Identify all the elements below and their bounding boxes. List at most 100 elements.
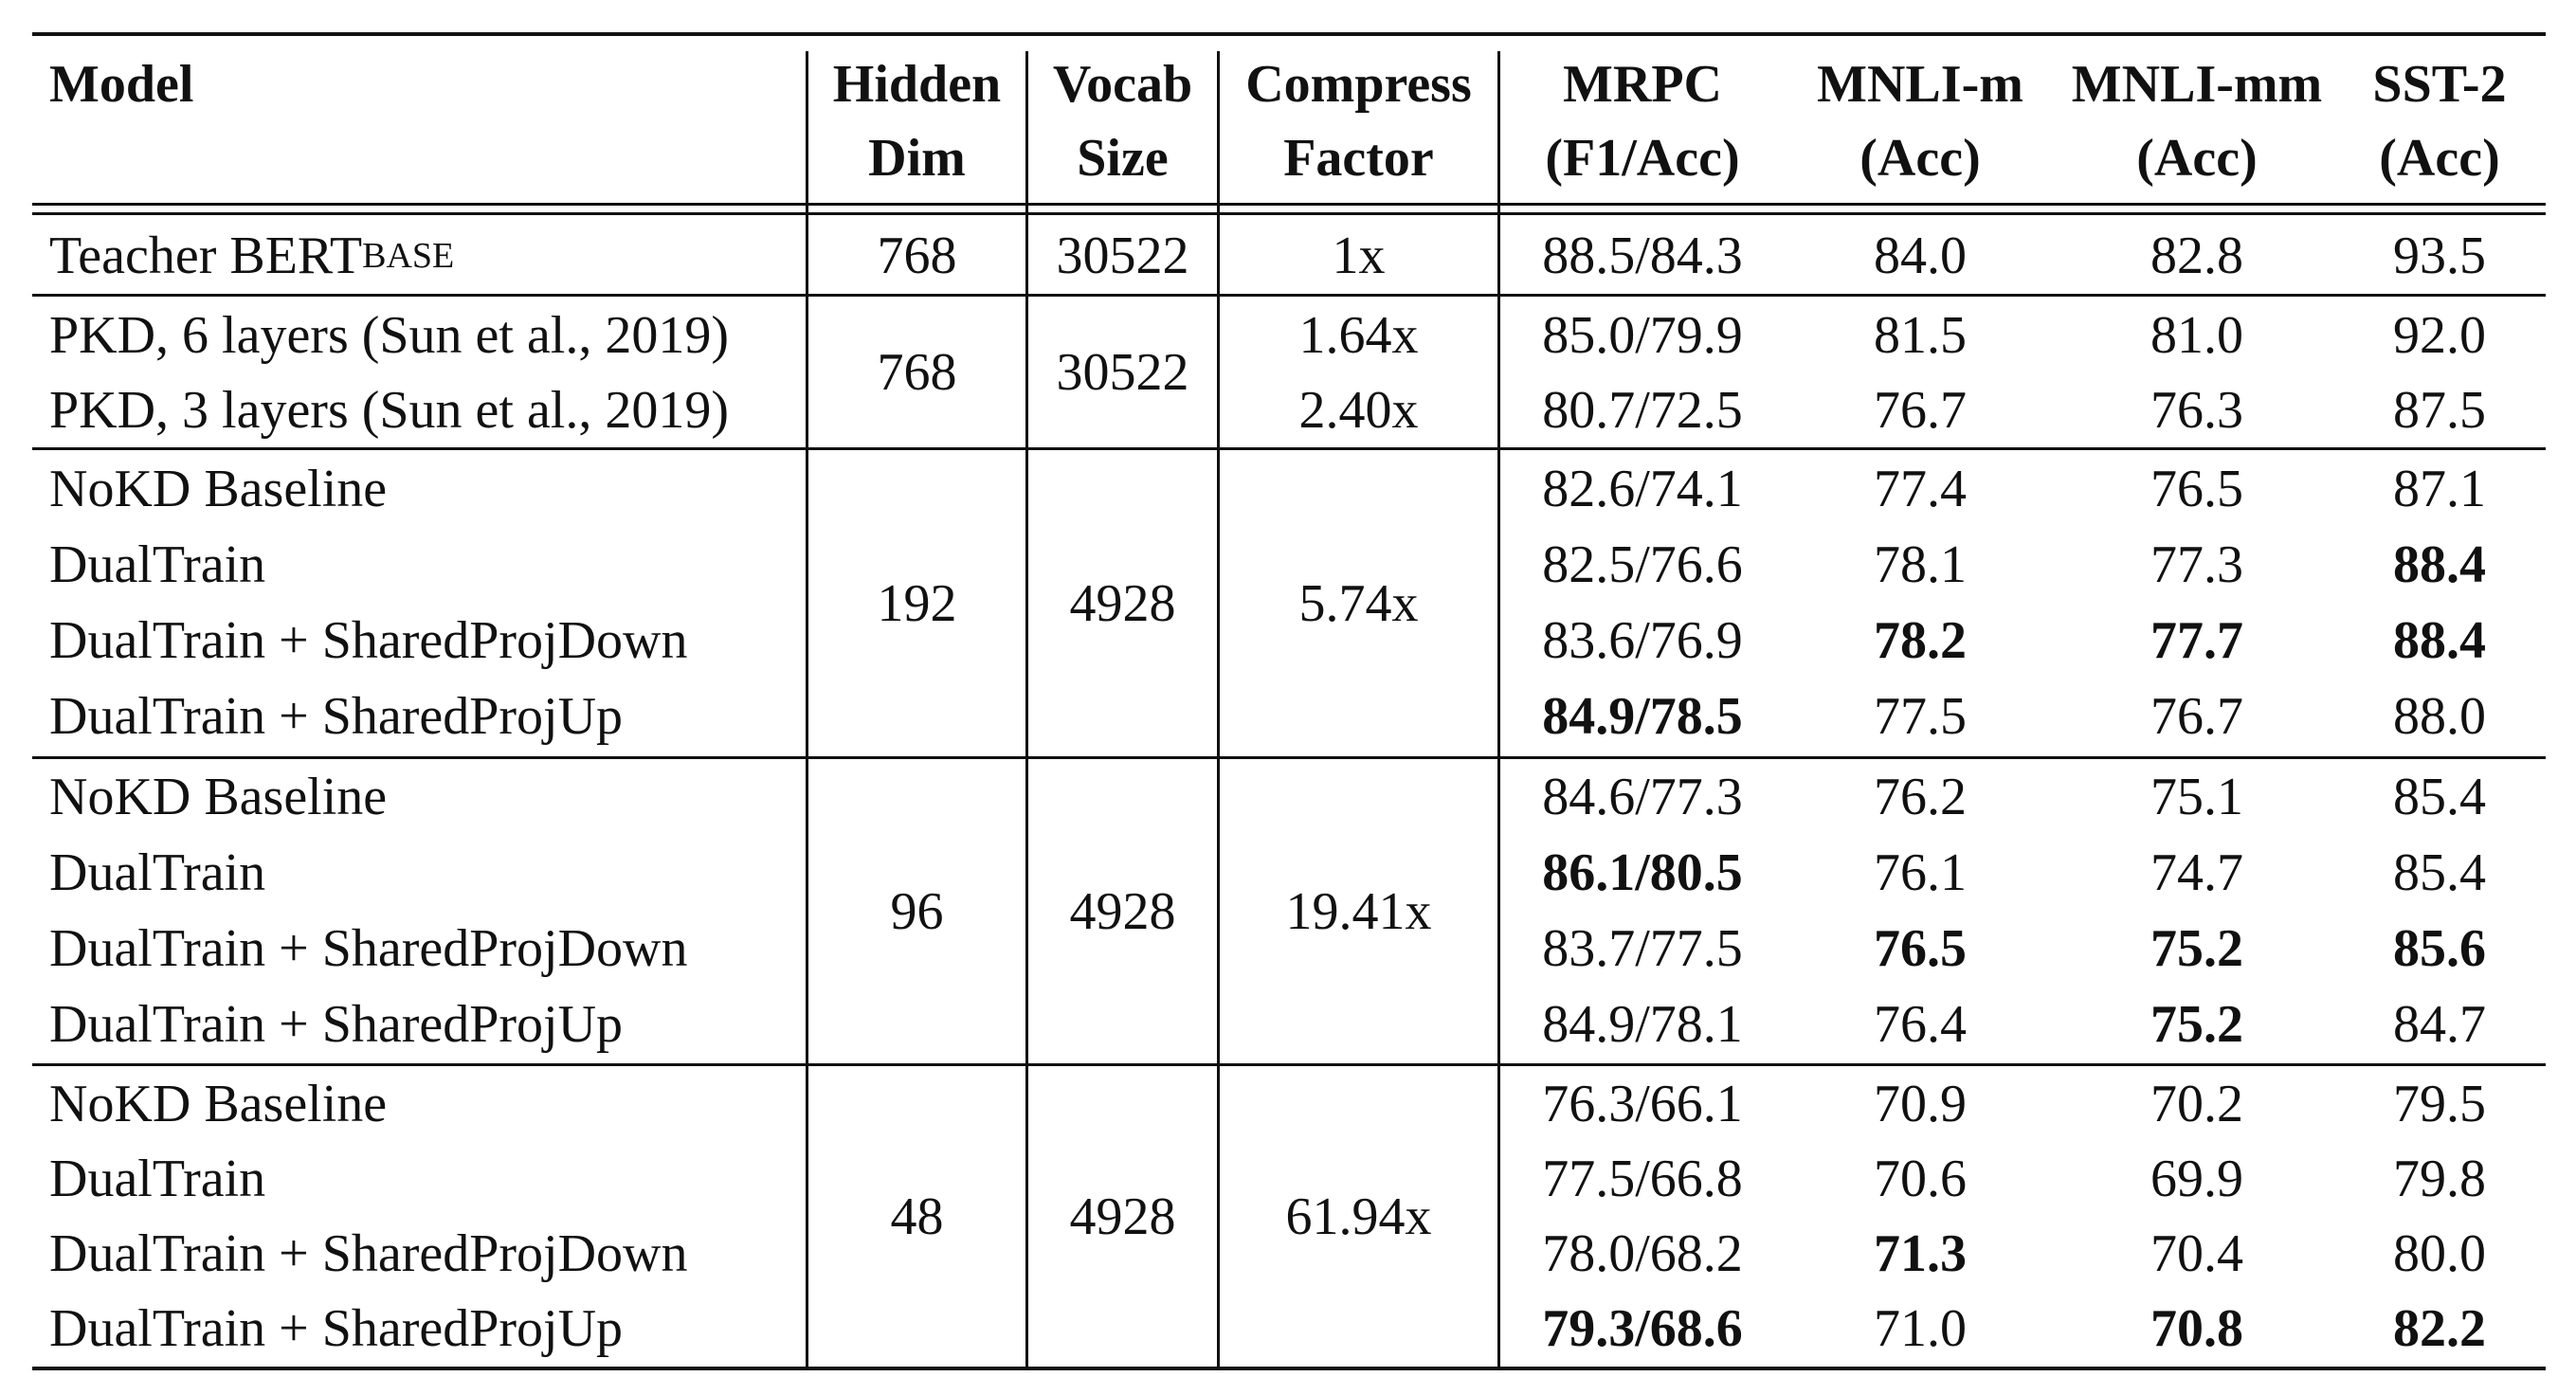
row-sst2: 85.4 xyxy=(2393,843,2486,902)
bottom-rule xyxy=(32,1367,2546,1370)
row-mnli-mm: 70.8 xyxy=(2150,1298,2243,1358)
row-sst2: 88.4 xyxy=(2393,611,2486,670)
row-mnli-m: 76.5 xyxy=(1874,919,1967,978)
row-mrpc: 77.5/66.8 xyxy=(1542,1149,1743,1208)
row-mnli-m: 77.4 xyxy=(1874,460,1967,518)
row-mnli-mm: 77.7 xyxy=(2150,611,2243,670)
pkd-row-mnli-m: 76.7 xyxy=(1874,380,1967,440)
header-hidden-dim: Hidden Dim xyxy=(832,55,1002,188)
row-mnli-m: 71.0 xyxy=(1874,1298,1967,1358)
row-mrpc: 84.9/78.5 xyxy=(1542,687,1743,746)
teacher-mrpc: 88.5/84.3 xyxy=(1542,226,1743,285)
teacher-hidden-dim: 768 xyxy=(877,226,957,285)
pkd-row-mnli-m: 81.5 xyxy=(1874,305,1967,365)
row-sst2: 87.1 xyxy=(2393,460,2486,518)
pkd-hidden-dim: 768 xyxy=(877,343,957,402)
pkd-row-compress-factor: 1.64x xyxy=(1298,305,1419,365)
group-vocab-size: 4928 xyxy=(1069,1187,1176,1246)
row-mnli-mm: 70.2 xyxy=(2150,1074,2243,1133)
row-model: DualTrain + SharedProjUp xyxy=(49,995,624,1054)
row-sst2: 85.6 xyxy=(2393,919,2486,978)
row-mrpc: 82.5/76.6 xyxy=(1542,535,1743,594)
row-model: NoKD Baseline xyxy=(49,460,388,518)
header-rule-2 xyxy=(32,212,2546,215)
row-mnli-mm: 76.5 xyxy=(2150,460,2243,518)
vline-vocab xyxy=(1217,51,1220,1368)
row-model: DualTrain + SharedProjDown xyxy=(49,919,688,978)
teacher-sst2: 93.5 xyxy=(2393,226,2486,285)
teacher-compress-factor: 1x xyxy=(1332,226,1386,285)
teacher-vocab-size: 30522 xyxy=(1056,226,1189,285)
teacher-mnli-m: 84.0 xyxy=(1874,226,1967,285)
row-mnli-mm: 77.3 xyxy=(2150,535,2243,594)
pkd-vocab-size: 30522 xyxy=(1056,343,1189,402)
row-model: DualTrain + SharedProjUp xyxy=(49,1298,624,1358)
row-mnli-mm: 75.2 xyxy=(2150,919,2243,978)
header-vocab-size: Vocab Size xyxy=(1052,55,1193,188)
row-sst2: 88.4 xyxy=(2393,535,2486,594)
row-model: DualTrain + SharedProjUp xyxy=(49,687,624,746)
row-mnli-m: 76.2 xyxy=(1874,768,1967,826)
row-mnli-m: 71.3 xyxy=(1874,1223,1967,1283)
row-mnli-mm: 74.7 xyxy=(2150,843,2243,902)
teacher-model: Teacher BERT BASE xyxy=(49,226,455,285)
header-mnli-mm: MNLI-mm (Acc) xyxy=(2071,55,2323,188)
row-mrpc: 79.3/68.6 xyxy=(1542,1298,1743,1358)
row-mrpc: 84.6/77.3 xyxy=(1542,768,1743,826)
row-mnli-mm: 75.1 xyxy=(2150,768,2243,826)
row-sst2: 82.2 xyxy=(2393,1298,2486,1358)
group-vocab-size: 4928 xyxy=(1069,881,1176,941)
row-sst2: 80.0 xyxy=(2393,1223,2486,1283)
group-vocab-size: 4928 xyxy=(1069,574,1176,633)
row-model: DualTrain xyxy=(49,535,266,594)
pkd-row-mrpc: 80.7/72.5 xyxy=(1542,380,1743,440)
group-192-rule xyxy=(32,756,2546,759)
header-rule-1 xyxy=(32,203,2546,206)
group-hidden-dim: 192 xyxy=(877,574,957,633)
header-model: Model xyxy=(49,55,194,114)
row-model: DualTrain + SharedProjDown xyxy=(49,611,688,670)
header-mnli-m: MNLI-m (Acc) xyxy=(1817,55,2023,188)
group-96-rule xyxy=(32,1063,2546,1066)
row-model: NoKD Baseline xyxy=(49,768,388,826)
row-sst2: 79.5 xyxy=(2393,1074,2486,1133)
row-mrpc: 82.6/74.1 xyxy=(1542,460,1743,518)
row-model: NoKD Baseline xyxy=(49,1074,388,1133)
pkd-row-model: PKD, 6 layers (Sun et al., 2019) xyxy=(49,305,730,365)
row-mnli-m: 70.9 xyxy=(1874,1074,1967,1133)
row-mrpc: 76.3/66.1 xyxy=(1542,1074,1743,1133)
pkd-row-compress-factor: 2.40x xyxy=(1298,380,1419,440)
group-hidden-dim: 96 xyxy=(890,881,944,941)
row-mnli-m: 78.1 xyxy=(1874,535,1967,594)
row-model: DualTrain xyxy=(49,843,266,902)
row-mrpc: 83.7/77.5 xyxy=(1542,919,1743,978)
pkd-row-sst2: 92.0 xyxy=(2393,305,2486,365)
group-hidden-dim: 48 xyxy=(890,1187,944,1246)
row-mnli-m: 78.2 xyxy=(1874,611,1967,670)
row-mnli-mm: 69.9 xyxy=(2150,1149,2243,1208)
teacher-rule xyxy=(32,294,2546,297)
row-model: DualTrain xyxy=(49,1149,266,1208)
group-compress-factor: 19.41x xyxy=(1285,881,1432,941)
row-mrpc: 84.9/78.1 xyxy=(1542,995,1743,1054)
results-table: Model Hidden Dim Vocab Size Compress Factor… xyxy=(32,32,2546,1370)
row-sst2: 79.8 xyxy=(2393,1149,2486,1208)
header-mrpc: MRPC (F1/Acc) xyxy=(1545,55,1740,188)
pkd-row-sst2: 87.5 xyxy=(2393,380,2486,440)
row-mnli-mm: 70.4 xyxy=(2150,1223,2243,1283)
row-mrpc: 86.1/80.5 xyxy=(1542,843,1743,902)
group-compress-factor: 5.74x xyxy=(1298,574,1419,633)
row-model: DualTrain + SharedProjDown xyxy=(49,1223,688,1283)
vline-model xyxy=(806,51,808,1368)
top-rule xyxy=(32,32,2546,36)
vline-hidden xyxy=(1025,51,1028,1368)
row-mnli-m: 70.6 xyxy=(1874,1149,1967,1208)
row-mrpc: 78.0/68.2 xyxy=(1542,1223,1743,1283)
group-compress-factor: 61.94x xyxy=(1285,1187,1432,1246)
row-mnli-mm: 75.2 xyxy=(2150,995,2243,1054)
row-mnli-m: 76.4 xyxy=(1874,995,1967,1054)
row-mnli-mm: 76.7 xyxy=(2150,687,2243,746)
pkd-row-mrpc: 85.0/79.9 xyxy=(1542,305,1743,365)
header-compress-factor: Compress Factor xyxy=(1245,55,1472,188)
pkd-row-model: PKD, 3 layers (Sun et al., 2019) xyxy=(49,380,730,440)
